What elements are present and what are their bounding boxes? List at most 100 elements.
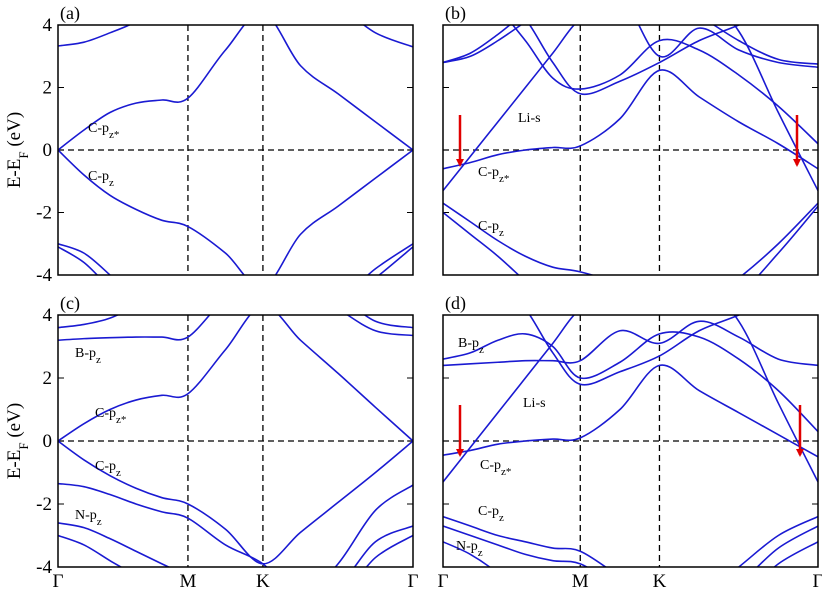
band: [58, 25, 413, 48]
y-axis-label-part: E-E: [4, 159, 25, 189]
annotation-part: z: [499, 227, 504, 239]
band: [443, 25, 818, 192]
y-tick-label: 0: [43, 140, 53, 161]
y-tick-label: 4: [43, 305, 53, 326]
annotation-part: C-p: [88, 121, 109, 136]
band: [58, 315, 413, 442]
band: [58, 25, 413, 151]
annotation-part: z*: [116, 414, 126, 426]
y-axis-label: E-EF (eV): [4, 403, 31, 479]
annotation-part: z: [479, 344, 484, 356]
plot-frame: [57, 24, 414, 276]
x-tick-label: Γ: [53, 571, 64, 592]
y-tick-label: 0: [43, 431, 53, 452]
band: [443, 25, 818, 68]
band-annotation: Li-s: [518, 111, 541, 126]
annotation-part: z*: [499, 173, 509, 185]
band-annotation: C-pz*: [95, 406, 126, 426]
panel-label: (b): [445, 3, 466, 24]
annotation-part: Li-s: [523, 396, 546, 411]
band: [443, 25, 818, 65]
annotation-part: C-p: [95, 406, 116, 421]
plot-frame: [442, 24, 819, 276]
plot-frame: [57, 314, 414, 568]
panel-label: (a): [60, 3, 80, 24]
annotation-part: C-p: [88, 169, 109, 184]
annotation-part: z: [499, 512, 504, 524]
band: [443, 202, 818, 275]
band-annotation: N-pz: [75, 508, 102, 528]
annotation-part: B-p: [75, 346, 96, 361]
plot-frame: [442, 314, 819, 568]
band: [58, 242, 413, 275]
y-tick-label: 2: [43, 368, 53, 389]
band-annotation: C-pz*: [480, 458, 511, 478]
annotation-part: z: [116, 467, 121, 479]
y-tick-label: -4: [36, 265, 52, 286]
annotation-part: z: [96, 354, 101, 366]
band: [58, 149, 413, 275]
annotation-part: z*: [109, 129, 119, 141]
y-axis-label-part: F: [16, 151, 31, 158]
x-tick-label: Γ: [813, 571, 822, 592]
band-annotation: C-pz: [478, 219, 504, 239]
band: [443, 515, 818, 567]
band: [443, 315, 818, 483]
band: [58, 534, 413, 567]
band: [443, 205, 818, 275]
y-axis-label-part: E-E: [4, 450, 25, 480]
band: [443, 364, 818, 458]
band: [58, 246, 413, 275]
panel-label: (c): [60, 293, 80, 314]
band-annotation: C-pz*: [478, 165, 509, 185]
x-tick-label: M: [179, 571, 196, 592]
band-annotation: N-pz: [456, 539, 483, 559]
y-axis-label-part: (eV): [4, 403, 25, 443]
band-annotation: C-pz*: [88, 121, 119, 141]
annotation-part: C-p: [478, 165, 499, 180]
annotation-part: N-p: [75, 508, 97, 523]
y-tick-label: -2: [36, 494, 52, 515]
annotation-part: C-p: [480, 458, 501, 473]
band-annotation: C-pz: [95, 459, 121, 479]
annotation-part: Li-s: [518, 111, 541, 126]
band: [511, 25, 818, 145]
x-tick-label: K: [653, 571, 667, 592]
annotation-part: N-p: [456, 539, 478, 554]
band: [528, 25, 741, 96]
y-axis-label-part: F: [16, 442, 31, 449]
y-tick-label: -2: [36, 203, 52, 224]
band: [443, 320, 818, 367]
y-tick-label: -4: [36, 557, 52, 578]
y-tick-label: 2: [43, 78, 53, 99]
band: [58, 315, 413, 341]
x-tick-label: Γ: [438, 571, 449, 592]
band: [443, 331, 818, 433]
band: [58, 315, 413, 329]
annotation-part: z: [97, 516, 102, 528]
band: [58, 482, 413, 567]
annotation-part: z: [109, 177, 114, 189]
band-annotation: C-pz: [88, 169, 114, 189]
band-annotation: B-pz: [75, 346, 101, 366]
x-tick-label: M: [572, 571, 589, 592]
annotation-part: C-p: [478, 219, 499, 234]
band: [58, 522, 413, 567]
band: [443, 69, 818, 170]
y-axis-label: E-EF (eV): [4, 112, 31, 188]
annotation-part: z: [478, 547, 483, 559]
band: [528, 315, 741, 386]
annotation-part: z*: [501, 466, 511, 478]
y-axis-label-part: (eV): [4, 112, 25, 152]
band: [443, 525, 818, 567]
band-annotation: Li-s: [523, 396, 546, 411]
x-tick-label: Γ: [408, 571, 419, 592]
band-annotation: B-pz: [458, 336, 484, 356]
x-tick-label: K: [256, 571, 270, 592]
panel-label: (d): [445, 293, 466, 314]
band: [58, 440, 413, 565]
annotation-part: C-p: [478, 504, 499, 519]
band-annotation: C-pz: [478, 504, 504, 524]
annotation-part: C-p: [95, 459, 116, 474]
